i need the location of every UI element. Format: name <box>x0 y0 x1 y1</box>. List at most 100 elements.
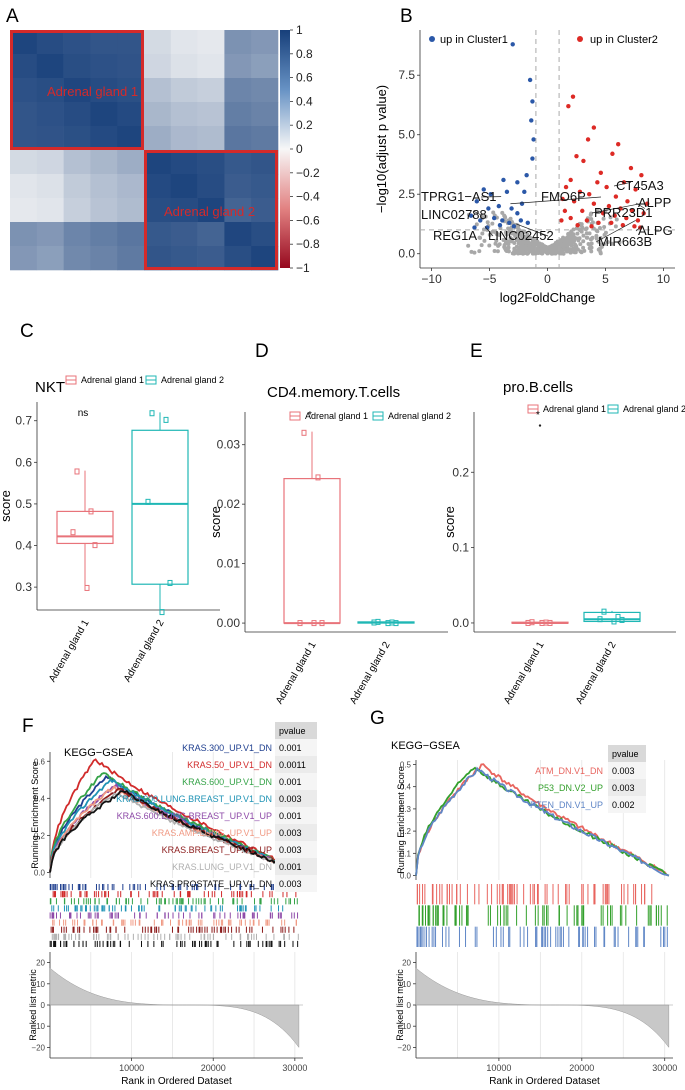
legend-label: Adrenal gland 1 <box>305 411 368 421</box>
volcano-point-ns <box>579 250 584 255</box>
heatmap-cell <box>197 150 225 175</box>
heatmap-cell <box>10 30 38 55</box>
data-point <box>301 429 307 436</box>
volcano-point-up-cluster1 <box>500 218 505 223</box>
pvalue-cell <box>275 807 317 824</box>
volcano-point-ns <box>485 220 490 225</box>
volcano-point-up-cluster1 <box>530 99 535 104</box>
colorbar <box>280 30 290 268</box>
volcano-point-ns <box>531 239 536 244</box>
volcano-point-up-cluster2 <box>584 218 590 223</box>
gene-label-leader <box>595 220 636 243</box>
pvalue-cell <box>275 739 317 756</box>
volcano-point-ns <box>516 231 521 236</box>
volcano-point-up-cluster2 <box>644 201 650 206</box>
volcano-point-up-cluster2 <box>610 151 615 156</box>
gene-set-label: P53_DN.V2_UP <box>538 783 603 793</box>
volcano-point-ns <box>483 214 488 219</box>
pvalue-header-cell <box>275 722 317 739</box>
volcano-point-ns <box>482 238 487 243</box>
x-category-label: Adrenal gland 1 <box>502 640 547 707</box>
gene-label: ALPG <box>638 223 673 238</box>
cluster-box-2 <box>144 150 278 270</box>
volcano-point-ns <box>514 238 519 243</box>
gene-label: ALPP <box>638 195 671 210</box>
volcano-point-ns <box>584 226 589 231</box>
y-axis-title: Running Enrichment Score <box>396 766 406 874</box>
gene-label-leader <box>516 223 549 237</box>
colorbar-tick-label: 0.8 <box>296 47 313 61</box>
volcano-point-ns <box>568 235 573 240</box>
volcano-point-ns <box>564 247 569 252</box>
data-point <box>315 474 321 481</box>
metric-tick-label: −20 <box>397 1043 411 1052</box>
volcano-point-ns <box>539 242 544 247</box>
pvalue-cell <box>275 875 317 892</box>
data-point <box>92 542 98 549</box>
volcano-point-ns <box>589 211 594 216</box>
y-tick-label: 0.00 <box>217 616 241 630</box>
heatmap-cell <box>117 222 145 247</box>
gene-set-label: ATM_DN.V1_DN <box>535 766 603 776</box>
pvalue-value: 0.001 <box>279 811 302 821</box>
heatmap-cell <box>170 126 198 151</box>
heatmap-cell <box>197 78 225 103</box>
heatmap-cell <box>10 222 38 247</box>
volcano-point-up-cluster1 <box>524 172 529 178</box>
volcano-point-up-cluster2 <box>566 103 571 109</box>
outlier-point <box>538 424 542 427</box>
heatmap-cell <box>251 54 279 79</box>
volcano-point-up-cluster2 <box>580 208 585 214</box>
y-tick-label: 0.2 <box>34 831 46 840</box>
data-point <box>547 619 553 626</box>
heatmap-cell <box>197 30 225 55</box>
heatmap-cell <box>117 102 145 127</box>
y-tick-label: 0.1 <box>400 849 412 858</box>
heatmap-cell <box>90 222 118 247</box>
legend-label: Adrenal gland 2 <box>623 404 685 414</box>
volcano-point-ns <box>513 233 518 238</box>
boxplot-nkt: NKT Adrenal gland 1 Adrenal gland 2 0.3 0.4 0… <box>0 375 224 684</box>
heatmap-cell <box>63 246 91 271</box>
heatmap-cell <box>170 246 198 271</box>
volcano-point-ns <box>599 244 604 249</box>
boxplot-pro-b: pro.B.cells Adrenal gland 1 Adrenal gland … <box>442 379 685 706</box>
volcano-point-up-cluster2 <box>629 208 635 214</box>
pvalue-header: pvalue <box>612 749 639 759</box>
metric-tick-label: 20 <box>36 959 45 968</box>
heatmap-cell <box>197 126 225 151</box>
pvalue-cell <box>608 779 646 796</box>
volcano-point-up-cluster2 <box>559 218 564 223</box>
y-tick-label: 0.5 <box>15 497 32 511</box>
y-tick-label: 0.4 <box>34 794 46 803</box>
panel-title: NKT <box>35 379 65 396</box>
gene-label: CT45A3 <box>616 178 664 193</box>
data-point <box>319 620 325 627</box>
y-tick-label: 0.4 <box>400 783 412 792</box>
legend-label: Adrenal gland 2 <box>161 375 224 385</box>
colorbar-tick-label: −0.8 <box>296 237 320 251</box>
volcano-point-ns <box>477 249 482 254</box>
volcano-point-ns <box>493 241 498 246</box>
y-tick-label: 0.5 <box>400 760 412 769</box>
data-point <box>88 508 94 515</box>
data-point <box>84 584 90 591</box>
y-tick-label: 5.0 <box>398 128 415 142</box>
volcano-point-up-cluster2 <box>568 177 573 183</box>
heatmap-cell <box>170 174 198 199</box>
ranked-metric-area <box>49 967 300 1049</box>
volcano-point-up-cluster2 <box>595 180 600 185</box>
volcano-point-ns <box>610 241 615 246</box>
volcano-point-ns <box>613 224 618 229</box>
heatmap-cell <box>251 246 279 271</box>
gene-label: FMO6P <box>541 189 586 204</box>
volcano-point-up-cluster2 <box>609 220 614 225</box>
x-category-label: Adrenal gland 1 <box>47 618 92 685</box>
volcano-point-ns <box>474 222 479 227</box>
volcano-point-ns <box>503 215 508 220</box>
y-axis-title: score <box>442 506 457 538</box>
volcano-point-ns <box>504 231 509 236</box>
x-category-label: Adrenal gland 2 <box>348 640 393 707</box>
heatmap-cell <box>63 198 91 223</box>
volcano-point-up-cluster2 <box>591 201 597 206</box>
